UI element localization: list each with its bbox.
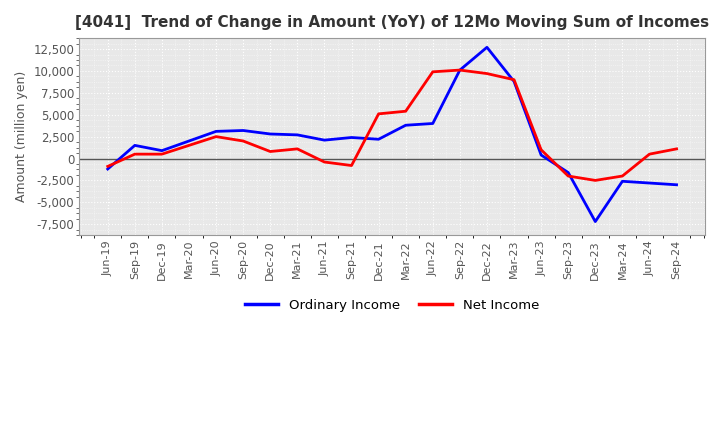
Net Income [428,69,437,74]
Ordinary Income [537,152,546,158]
Net Income [645,151,654,157]
Ordinary Income [482,45,491,50]
Net Income [347,163,356,168]
Ordinary Income [401,123,410,128]
Ordinary Income [645,180,654,186]
Net Income [401,109,410,114]
Ordinary Income [374,136,383,142]
Ordinary Income [564,170,572,175]
Ordinary Income [130,143,139,148]
Net Income [184,143,193,148]
Net Income [591,178,600,183]
Ordinary Income [104,166,112,172]
Legend: Ordinary Income, Net Income: Ordinary Income, Net Income [240,293,544,317]
Net Income [239,138,248,143]
Ordinary Income [158,148,166,153]
Net Income [104,164,112,169]
Net Income [537,147,546,152]
Ordinary Income [320,137,329,143]
Net Income [564,173,572,179]
Ordinary Income [266,132,274,137]
Net Income [618,173,626,179]
Y-axis label: Amount (million yen): Amount (million yen) [15,71,28,202]
Ordinary Income [591,219,600,224]
Ordinary Income [672,182,681,187]
Net Income [212,134,220,139]
Net Income [456,67,464,73]
Net Income [158,151,166,157]
Ordinary Income [184,138,193,143]
Net Income [130,151,139,157]
Net Income [374,111,383,117]
Ordinary Income [293,132,302,138]
Ordinary Income [428,121,437,126]
Ordinary Income [212,129,220,134]
Ordinary Income [456,67,464,73]
Net Income [482,71,491,76]
Ordinary Income [618,179,626,184]
Line: Net Income: Net Income [108,70,677,180]
Net Income [510,77,518,82]
Ordinary Income [510,79,518,84]
Net Income [320,159,329,165]
Ordinary Income [239,128,248,133]
Line: Ordinary Income: Ordinary Income [108,48,677,222]
Net Income [672,146,681,151]
Net Income [266,149,274,154]
Ordinary Income [347,135,356,140]
Title: [4041]  Trend of Change in Amount (YoY) of 12Mo Moving Sum of Incomes: [4041] Trend of Change in Amount (YoY) o… [75,15,709,30]
Net Income [293,146,302,151]
